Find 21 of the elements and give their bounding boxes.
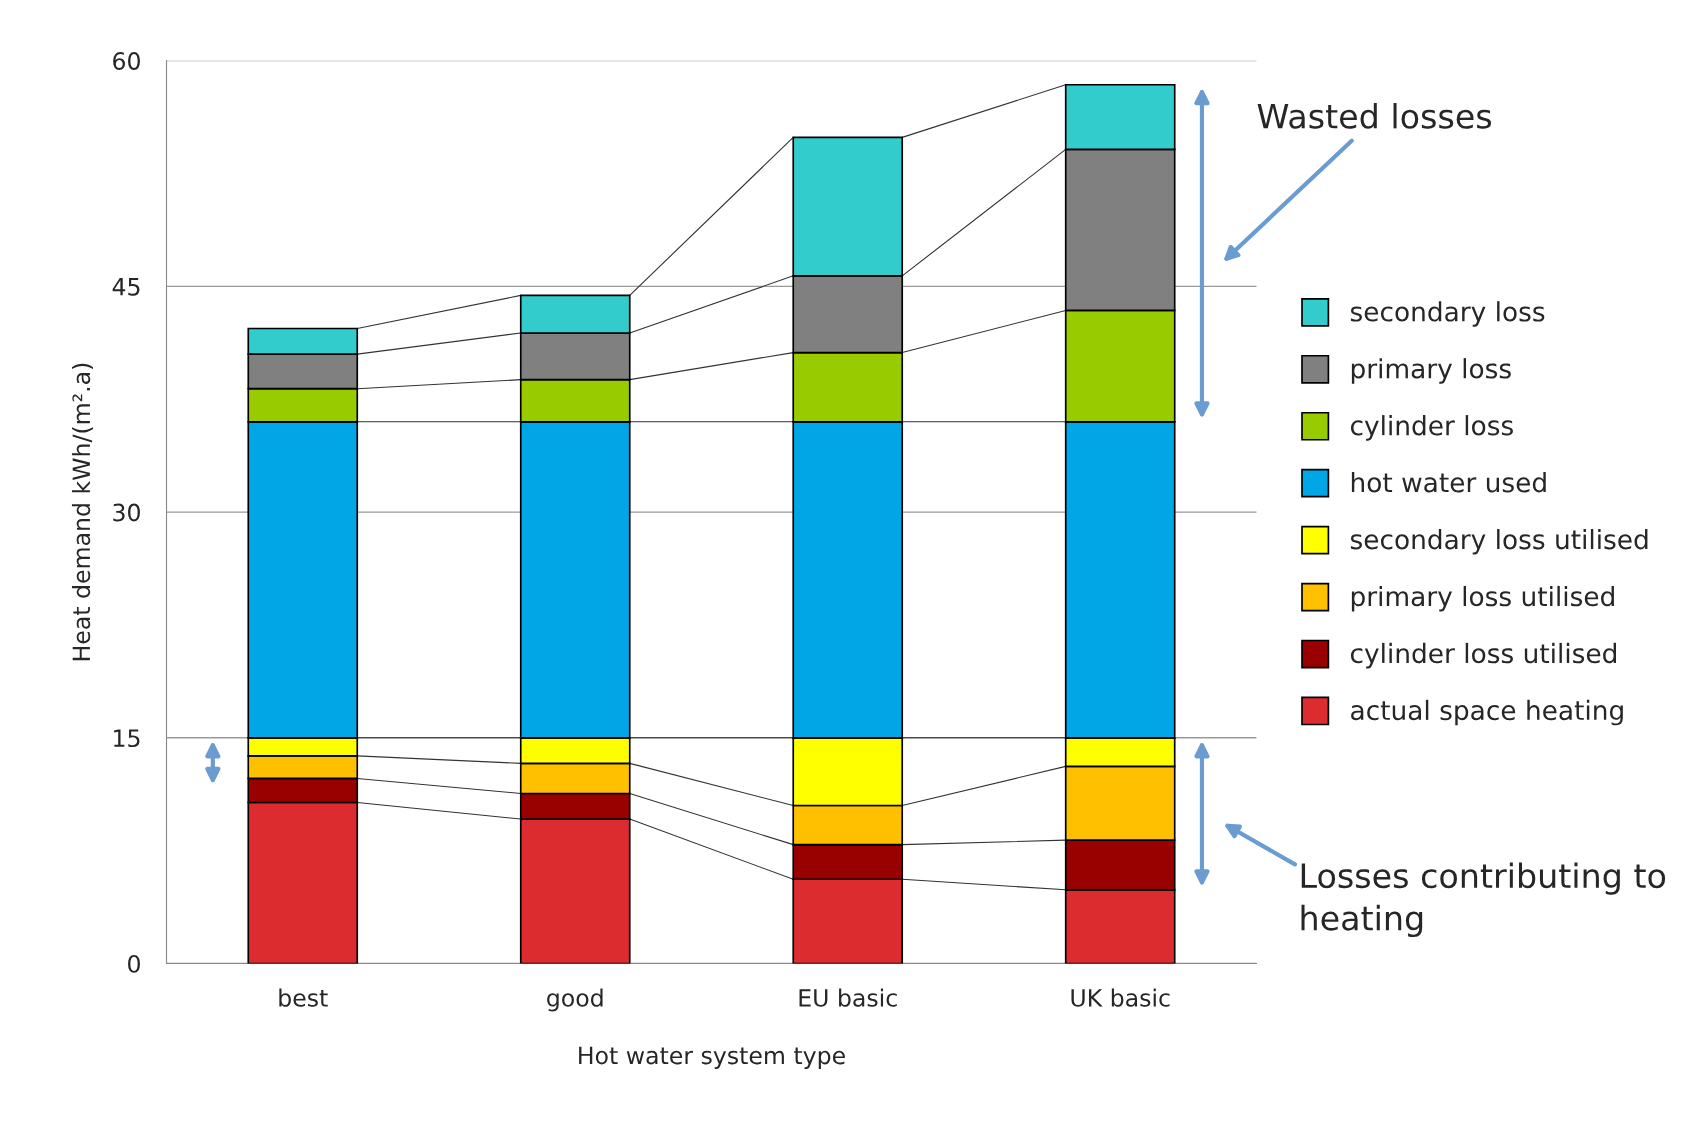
legend-label: hot water used [1351, 472, 1546, 493]
legend-label: secondary loss [1350, 301, 1545, 327]
y-tick-label: 60 [113, 52, 140, 70]
y-axis-title: Heat demand kWh/(m².a) [71, 363, 94, 661]
legend-label: cylinder loss utilised [1350, 642, 1617, 669]
legend-label: secondary loss utilised [1350, 528, 1648, 555]
x-tick-label: good [547, 988, 603, 1012]
x-tick-label: UK basic [1071, 988, 1170, 1007]
x-axis-title: Hot water system type [579, 1046, 845, 1069]
x-tick-label: best [279, 988, 328, 1007]
y-tick-label: 30 [113, 503, 140, 522]
y-tick-label: 0 [128, 954, 140, 973]
y-tick-label: 45 [112, 278, 140, 296]
legend-label: primary loss [1351, 358, 1511, 384]
legend-label: cylinder loss [1350, 415, 1513, 441]
text: Wasted losses [1257, 103, 1492, 129]
x-tick-label: EU basic [799, 988, 897, 1007]
text: Losses contributing to heating [1301, 862, 1666, 938]
y-tick-label: 15 [114, 729, 140, 748]
legend-label: actual space heating [1351, 699, 1623, 726]
legend-label: primary loss utilised [1351, 585, 1614, 612]
